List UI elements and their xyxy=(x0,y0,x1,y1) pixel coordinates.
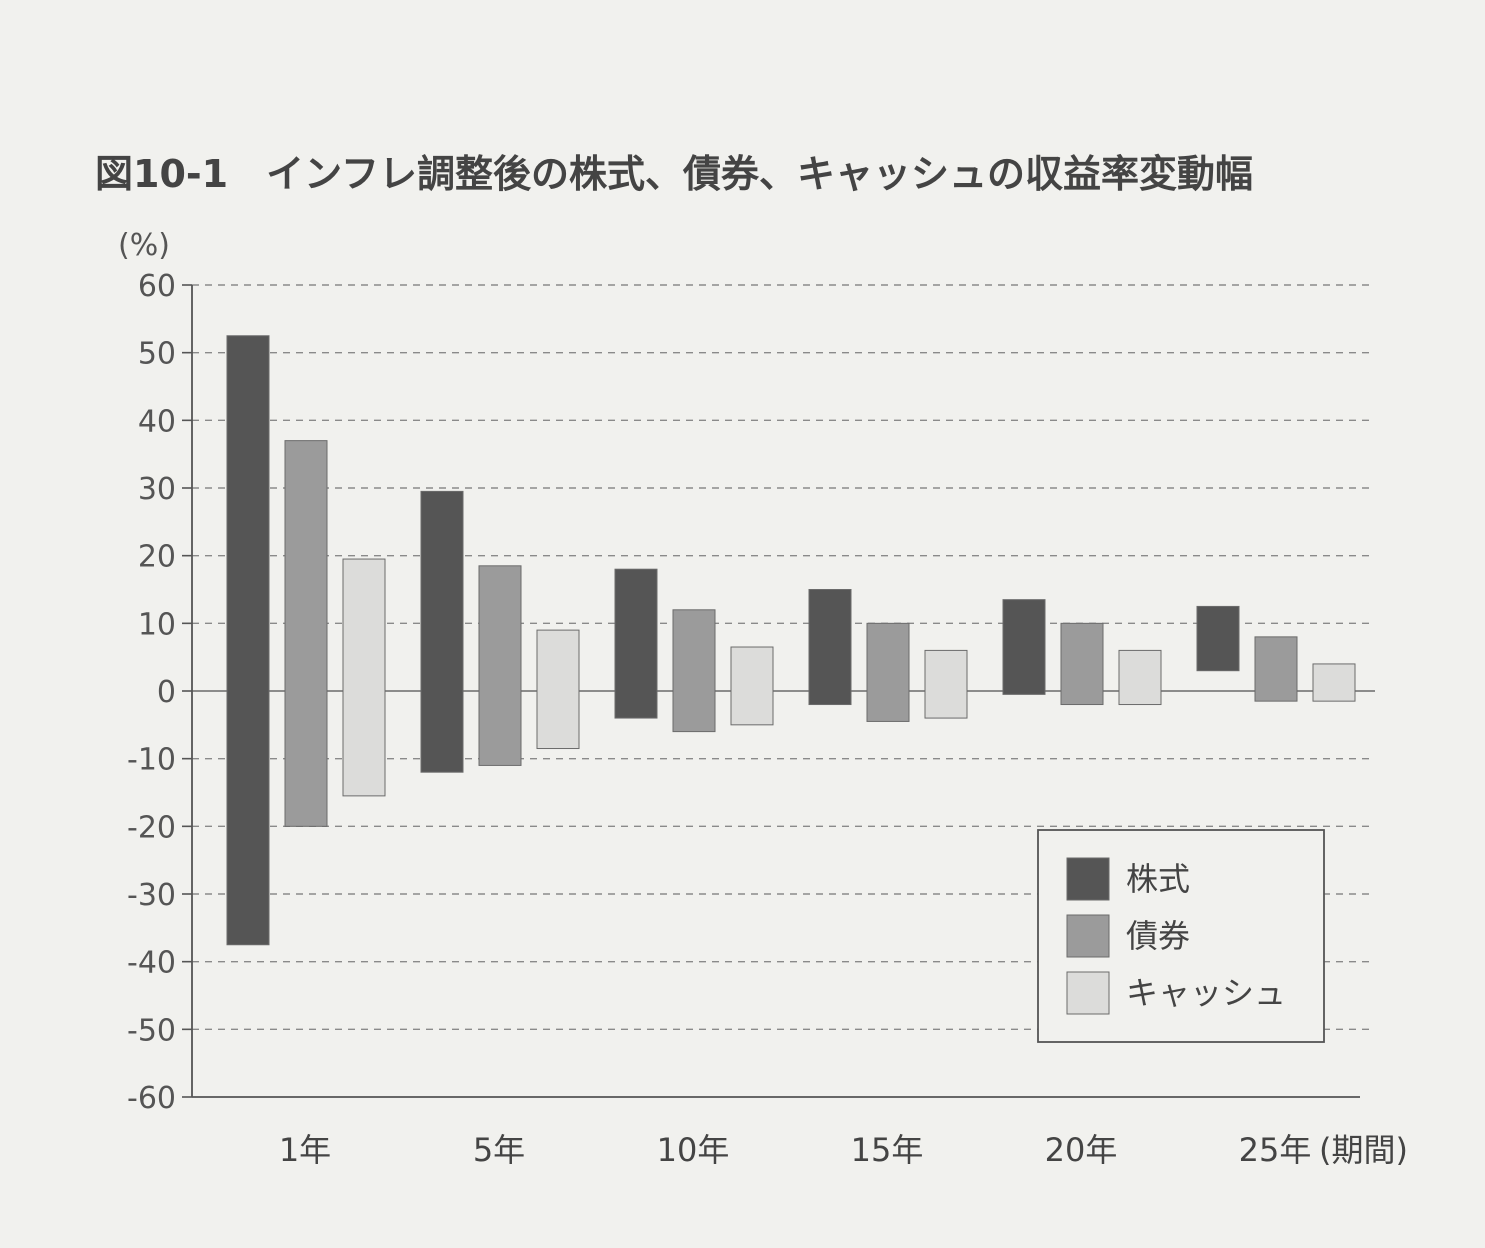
bar-series-1-6 xyxy=(1196,605,1240,672)
y-tick-label: -60 xyxy=(127,1081,176,1116)
bar-series-2-5 xyxy=(1060,622,1104,706)
legend-swatch xyxy=(1066,914,1110,958)
bar-series-1-5 xyxy=(1002,599,1046,695)
y-tick-label: -50 xyxy=(127,1013,176,1048)
bar-series-3-4 xyxy=(924,649,968,719)
bar-series-1-2 xyxy=(420,490,464,773)
x-tick-label: 5年 xyxy=(473,1131,525,1169)
x-tick-label: 10年 xyxy=(657,1131,730,1169)
bar-series-3-1 xyxy=(342,558,386,797)
grid-layer xyxy=(192,284,1375,1031)
bar-series-2-3 xyxy=(672,609,716,733)
legend-swatch xyxy=(1066,971,1110,1015)
bar-series-3-3 xyxy=(730,646,774,726)
label-layer: 60 50 40 30 20 10 0 -10 -20 -30 -40 -50 -60 1年 5年 10年 15… xyxy=(127,269,1408,1169)
y-tick-label: 30 xyxy=(138,472,176,507)
y-tick-label: 20 xyxy=(138,540,176,575)
bar-series-2-1 xyxy=(284,440,328,827)
y-tick-label: -20 xyxy=(127,810,176,845)
bar-series-3-5 xyxy=(1118,649,1162,706)
x-tick-label: 15年 xyxy=(851,1131,924,1169)
x-axis-label: (期間) xyxy=(1319,1131,1408,1169)
legend-label: 株式 xyxy=(1126,860,1190,898)
bar-series-3-2 xyxy=(536,629,580,750)
legend-label: キャッシュ xyxy=(1126,974,1286,1012)
y-tick-label: 0 xyxy=(157,675,176,710)
legend-swatch xyxy=(1066,857,1110,901)
y-axis-unit: (%) xyxy=(118,228,170,263)
bar-series-1-1 xyxy=(226,335,270,946)
y-tick-label: 40 xyxy=(138,404,176,439)
y-tick-label: 60 xyxy=(138,269,176,304)
y-tick-label: 10 xyxy=(138,607,176,642)
x-tick-label: 1年 xyxy=(279,1131,331,1169)
y-tick-label: 50 xyxy=(138,337,176,372)
bar-series-1-4 xyxy=(808,589,852,706)
y-tick-label: -30 xyxy=(127,878,176,913)
bar-series-2-4 xyxy=(866,622,910,722)
legend-label: 債券 xyxy=(1126,917,1190,955)
x-tick-label: 25年 xyxy=(1239,1131,1312,1169)
axis-layer xyxy=(182,284,1360,1098)
y-tick-label: -40 xyxy=(127,946,176,981)
bar-series-3-6 xyxy=(1312,663,1356,702)
bar-series-2-6 xyxy=(1254,636,1298,702)
x-tick-label: 20年 xyxy=(1045,1131,1118,1169)
chart-title: 図10-1 インフレ調整後の株式、債券、キャッシュの収益率変動幅 xyxy=(95,152,1253,196)
bar-layer xyxy=(226,335,1356,946)
bar-series-1-3 xyxy=(614,568,658,719)
bar-series-2-2 xyxy=(478,565,522,766)
y-tick-label: -10 xyxy=(127,743,176,778)
